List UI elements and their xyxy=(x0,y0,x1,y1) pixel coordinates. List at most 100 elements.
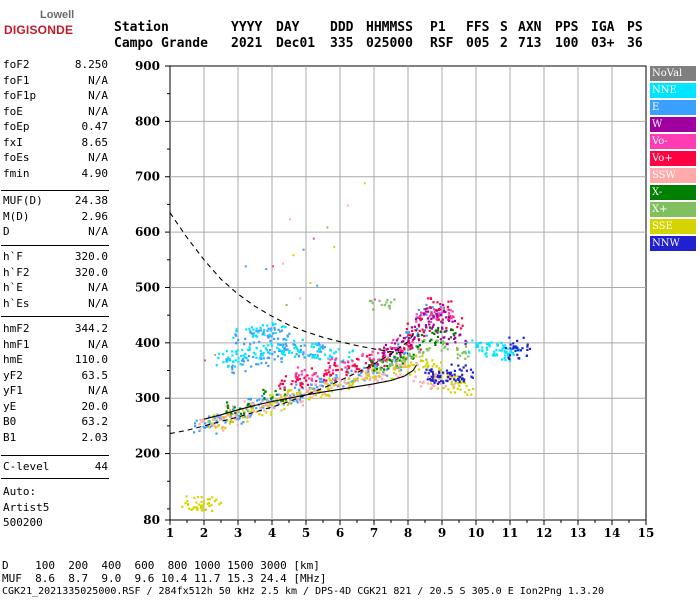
echo-point xyxy=(284,396,288,399)
echo-point xyxy=(267,406,270,409)
echo-point xyxy=(431,325,435,328)
echo-point xyxy=(526,343,529,346)
echo-point xyxy=(436,316,439,319)
echo-point xyxy=(270,327,273,330)
echo-point xyxy=(334,350,337,354)
echo-point xyxy=(316,354,319,357)
echo-point xyxy=(251,335,255,338)
echo-point xyxy=(213,417,216,420)
echo-point xyxy=(418,351,421,354)
echo-point xyxy=(228,422,231,425)
echo-point xyxy=(504,359,507,362)
header-value-s: 2 xyxy=(500,36,508,51)
echo-point xyxy=(372,308,375,311)
echo-point xyxy=(282,345,285,348)
param-row: B0 63.2 xyxy=(0,415,110,431)
echo-point xyxy=(198,429,201,432)
echo-point xyxy=(445,342,448,345)
param-row: foEp 0.47 xyxy=(0,120,110,136)
echo-point xyxy=(266,399,269,402)
echo-point xyxy=(215,364,218,367)
echo-point xyxy=(392,339,395,342)
echo-point xyxy=(260,362,263,365)
echo-point xyxy=(417,347,420,351)
echo-point xyxy=(347,367,350,370)
echo-point xyxy=(234,417,237,420)
echo-point xyxy=(261,414,264,417)
echo-point xyxy=(323,345,326,349)
header-label-ddd: DDD xyxy=(330,20,354,35)
echo-point xyxy=(300,386,303,389)
echo-point xyxy=(236,410,240,413)
echo-point xyxy=(231,354,234,357)
echo-point xyxy=(292,254,295,257)
echo-point xyxy=(240,354,243,358)
echo-point xyxy=(453,334,456,337)
curve-profile-solid xyxy=(203,364,417,420)
echo-point xyxy=(288,332,291,335)
divider xyxy=(1,245,109,246)
echo-point xyxy=(382,351,385,354)
echo-point xyxy=(312,346,315,349)
echo-point xyxy=(232,360,235,363)
echo-point xyxy=(314,389,317,392)
echo-point xyxy=(280,409,283,412)
footer: D 100 200 400 600 800 1000 1500 3000 [km… xyxy=(2,559,604,598)
echo-point xyxy=(265,361,268,364)
series-x- xyxy=(368,298,470,371)
echo-point xyxy=(269,394,272,397)
echo-point xyxy=(295,383,298,386)
echo-point xyxy=(447,312,450,315)
legend-item: E xyxy=(650,100,696,115)
echo-point xyxy=(461,352,464,355)
echo-point xyxy=(496,344,499,347)
echo-point xyxy=(330,387,333,390)
echo-point xyxy=(368,366,372,369)
param-row: B1 2.03 xyxy=(0,431,110,447)
echo-point xyxy=(301,400,304,403)
echo-point xyxy=(411,346,414,349)
echo-point xyxy=(432,372,435,376)
echo-point xyxy=(458,380,461,383)
echo-point xyxy=(430,370,433,373)
echo-point xyxy=(437,314,440,317)
footer-muf-row: MUF 8.6 8.7 9.0 9.6 10.4 11.7 15.3 24.4 … xyxy=(2,572,327,585)
echo-point xyxy=(346,204,349,207)
echo-point xyxy=(431,306,434,309)
echo-point xyxy=(509,349,513,352)
echo-point xyxy=(245,328,248,331)
echo-point xyxy=(185,495,188,498)
echo-point xyxy=(220,417,223,421)
echo-point xyxy=(321,346,324,349)
echo-point xyxy=(279,330,282,333)
param-value: 320.0 xyxy=(74,265,108,279)
echo-point xyxy=(396,349,400,352)
echo-point xyxy=(288,350,291,353)
echo-point xyxy=(314,356,317,359)
param-value: N/A xyxy=(88,296,108,310)
echo-point xyxy=(450,300,453,303)
echo-point xyxy=(226,401,229,404)
curve-dashed-upper xyxy=(169,212,409,354)
echo-point xyxy=(319,380,322,383)
echo-point xyxy=(454,375,457,378)
echo-point xyxy=(421,340,424,343)
echo-point xyxy=(255,363,258,366)
param-row: h`F2 320.0 xyxy=(0,266,110,282)
echo-point xyxy=(324,353,327,356)
echo-point xyxy=(222,361,225,364)
echo-point xyxy=(409,348,412,351)
echo-point xyxy=(234,414,237,417)
echo-point xyxy=(343,361,346,364)
echo-point xyxy=(285,344,288,348)
echo-point xyxy=(415,316,418,319)
echo-point xyxy=(215,419,218,423)
echo-point xyxy=(402,340,405,343)
echo-point xyxy=(395,352,398,355)
echo-point xyxy=(506,352,509,355)
echo-point xyxy=(346,364,349,368)
echo-point xyxy=(284,399,287,402)
echo-point xyxy=(456,375,459,378)
echo-point xyxy=(279,400,283,403)
logo-top-text: Lowell xyxy=(40,9,75,21)
